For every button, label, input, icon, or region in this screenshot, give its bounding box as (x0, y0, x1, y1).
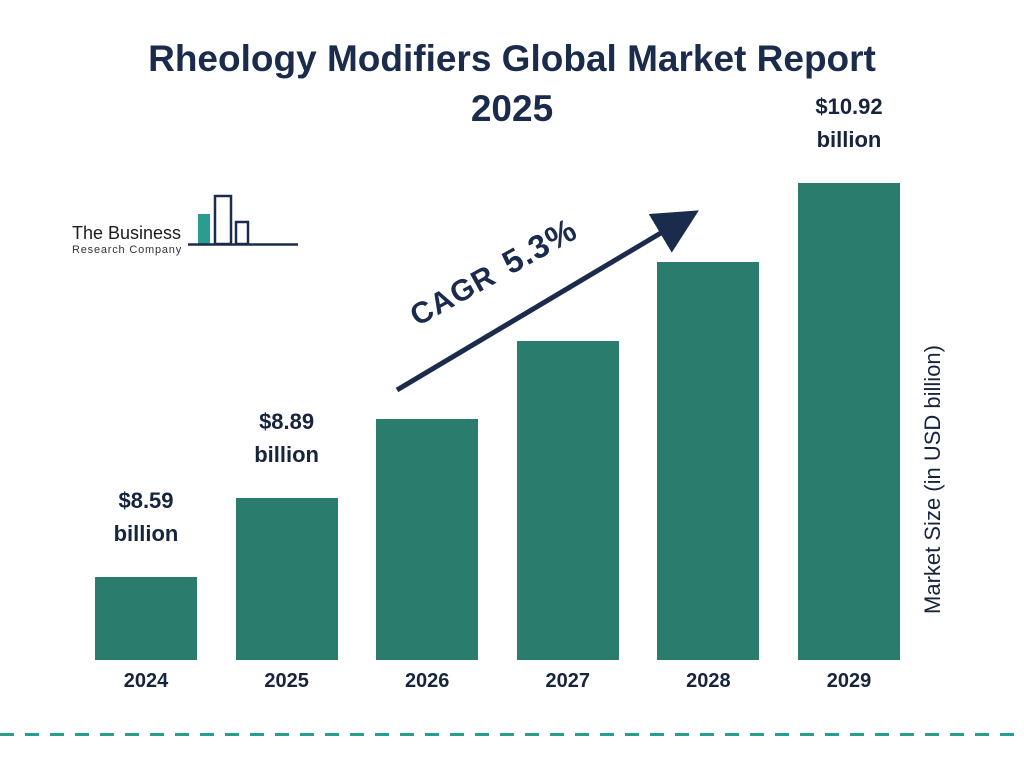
bar-2024 (95, 577, 197, 660)
page-title: Rheology Modifiers Global Market Report … (0, 34, 1024, 134)
company-logo-text: The Business Research Company (72, 223, 183, 256)
company-logo: The Business Research Company (72, 192, 299, 256)
title-line1: Rheology Modifiers Global Market Report (148, 38, 876, 79)
bar-2027 (516, 340, 619, 660)
x-tick-2025: 2025 (264, 670, 309, 692)
bar-2028 (657, 261, 760, 660)
value-label-2024: $8.59 billion (113, 488, 179, 546)
logo-subname: Research Company (72, 244, 183, 256)
logo-name: The Business (72, 223, 182, 244)
dashed-divider (0, 733, 1024, 736)
cagr-value: 5.3% (495, 210, 584, 282)
cagr-annotation: CAGR5.3% (403, 210, 584, 333)
bar-chart-logo-icon (188, 194, 299, 246)
x-tick-2024: 2024 (123, 670, 169, 692)
x-tick-2026: 2026 (404, 670, 450, 692)
x-tick-2028: 2028 (686, 670, 731, 692)
bar-2025 (235, 498, 338, 660)
cagr-label: CAGR (404, 259, 502, 333)
y-axis-label: Market Size (in USD billion) (920, 345, 945, 614)
bar-2029 (798, 183, 900, 660)
x-tick-2029: 2029 (826, 670, 872, 692)
x-tick-2027: 2027 (545, 670, 591, 692)
value-label-2029: $10.92 billion (815, 94, 883, 152)
bar-2026 (376, 419, 479, 660)
value-label-2025: $8.89 billion (254, 409, 319, 468)
title-line2: 2025 (470, 87, 554, 129)
